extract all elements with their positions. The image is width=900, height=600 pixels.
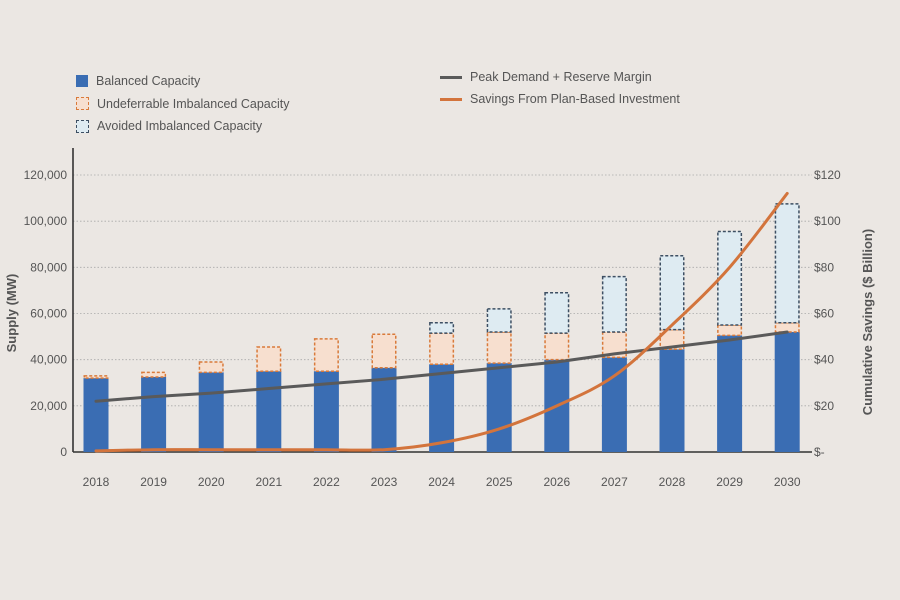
bar-avoided	[601, 275, 627, 333]
bar-balanced	[429, 364, 455, 452]
legend-right: Peak Demand + Reserve Margin Savings Fro…	[440, 66, 680, 110]
x-tick-label: 2018	[83, 475, 110, 489]
legend-label-avoided: Avoided Imbalanced Capacity	[97, 119, 263, 134]
bar-avoided	[544, 291, 570, 334]
x-tick-label: 2021	[255, 475, 282, 489]
bar-undeferrable	[256, 346, 282, 372]
legend-item-savings: Savings From Plan-Based Investment	[440, 88, 680, 110]
bar-undeferrable	[486, 331, 512, 364]
bar-avoided	[659, 255, 685, 331]
bar-undeferrable	[141, 371, 167, 378]
x-tick-label: 2023	[371, 475, 398, 489]
bar-balanced	[486, 363, 512, 452]
y2-tick-label: $80	[814, 260, 834, 274]
bar-balanced	[83, 378, 109, 452]
y-tick-label: 120,000	[24, 168, 68, 182]
bar-undeferrable	[371, 333, 397, 369]
x-tick-label: 2019	[140, 475, 167, 489]
bar-avoided	[429, 321, 455, 334]
bar-balanced	[659, 349, 685, 452]
bar-avoided	[486, 308, 512, 333]
x-tick-label: 2028	[659, 475, 686, 489]
x-tick-label: 2026	[543, 475, 570, 489]
y2-tick-label: $-	[814, 445, 825, 459]
bar-undeferrable	[313, 338, 339, 372]
y-tick-label: 60,000	[30, 307, 67, 321]
y-axis-title: Supply (MW)	[4, 274, 19, 353]
x-tick-label: 2020	[198, 475, 225, 489]
legend-label-balanced: Balanced Capacity	[96, 74, 201, 89]
legend-item-undeferrable: Undeferrable Imbalanced Capacity	[76, 93, 289, 116]
y2-tick-label: $100	[814, 214, 841, 228]
y2-tick-label: $120	[814, 168, 841, 182]
x-tick-label: 2024	[428, 475, 455, 489]
x-tick-label: 2027	[601, 475, 628, 489]
bar-balanced	[371, 367, 397, 452]
x-tick-label: 2022	[313, 475, 340, 489]
y2-tick-label: $20	[814, 399, 834, 413]
bar-undeferrable	[83, 375, 109, 379]
bar-balanced	[717, 335, 743, 452]
y-tick-label: 0	[60, 445, 67, 459]
y-tick-label: 100,000	[24, 214, 68, 228]
bar-balanced	[256, 371, 282, 452]
legend-left: Balanced Capacity Undeferrable Imbalance…	[76, 70, 289, 138]
y-tick-label: 80,000	[30, 260, 67, 274]
legend-swatch-avoided	[76, 119, 89, 133]
x-tick-label: 2025	[486, 475, 513, 489]
bar-balanced	[198, 372, 224, 452]
bar-undeferrable	[544, 332, 570, 361]
legend-item-avoided: Avoided Imbalanced Capacity	[76, 115, 289, 138]
legend-item-balanced: Balanced Capacity	[76, 70, 289, 93]
bar-balanced	[601, 357, 627, 452]
bar-undeferrable	[198, 361, 224, 374]
y-tick-label: 40,000	[30, 353, 67, 367]
bar-undeferrable	[429, 332, 455, 366]
legend-item-peak-demand: Peak Demand + Reserve Margin	[440, 66, 680, 88]
bar-balanced	[774, 331, 800, 452]
line-savings	[94, 191, 789, 453]
y2-axis-title: Cumulative Savings ($ Billion)	[860, 229, 875, 415]
legend-label-savings: Savings From Plan-Based Investment	[470, 92, 680, 106]
legend-swatch-balanced	[76, 75, 88, 88]
legend-line-savings	[440, 97, 462, 101]
y2-tick-label: $40	[814, 353, 834, 367]
y2-tick-label: $60	[814, 307, 834, 321]
legend-line-peak-demand	[440, 75, 462, 79]
legend-label-undeferrable: Undeferrable Imbalanced Capacity	[97, 96, 290, 111]
x-tick-label: 2030	[774, 475, 801, 489]
legend-swatch-undeferrable	[76, 97, 89, 111]
line-peak-demand	[94, 330, 789, 403]
legend-label-peak-demand: Peak Demand + Reserve Margin	[470, 70, 652, 84]
bar-undeferrable	[717, 324, 743, 337]
bar-balanced	[141, 376, 167, 452]
x-tick-label: 2029	[716, 475, 743, 489]
bar-avoided	[774, 203, 800, 324]
y-tick-label: 20,000	[30, 399, 67, 413]
